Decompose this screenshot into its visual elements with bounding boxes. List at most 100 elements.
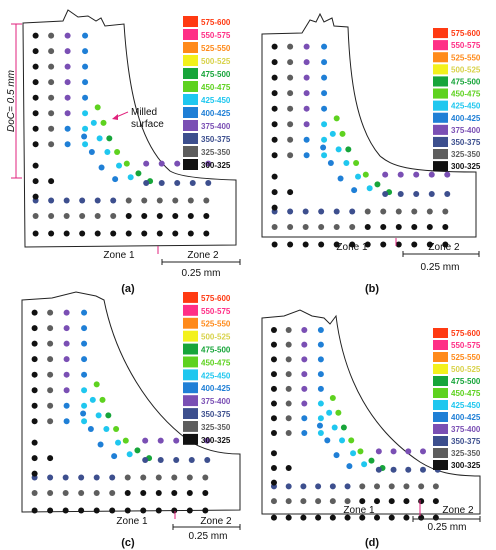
hardness-point	[202, 507, 209, 514]
hardness-point	[82, 110, 89, 117]
hardness-point	[141, 230, 148, 237]
hardness-point	[156, 197, 163, 204]
hardness-point	[351, 187, 358, 194]
hardness-point	[317, 430, 324, 436]
legend-swatch	[183, 68, 198, 79]
hardness-point	[270, 464, 277, 471]
legend-label: 550-575	[201, 307, 231, 316]
hardness-point	[112, 176, 119, 183]
hardness-point	[31, 402, 38, 409]
legend-swatch	[433, 460, 448, 470]
hardness-point	[31, 439, 38, 446]
legend-label: 400-425	[451, 114, 481, 123]
hardness-point	[135, 170, 142, 177]
hardness-point	[375, 466, 382, 473]
hardness-point	[64, 63, 71, 70]
hardness-point	[357, 448, 364, 455]
hardness-point	[63, 197, 70, 204]
scale-label: 0.25 mm	[421, 262, 460, 273]
hardness-point	[94, 230, 101, 237]
hardness-point	[270, 371, 277, 378]
hardness-point	[374, 181, 381, 188]
hardness-point	[48, 213, 55, 220]
legend: 575-600 550-575 525-550 500-525 475-500 450-4…	[183, 292, 231, 445]
hardness-point	[301, 371, 308, 378]
hardness-point	[344, 514, 351, 521]
hardness-point	[82, 32, 89, 39]
hardness-point	[93, 490, 100, 497]
microhardness-points	[270, 326, 441, 521]
hardness-point	[287, 121, 294, 128]
hardness-point	[420, 466, 426, 473]
hardness-point	[285, 498, 292, 505]
hardness-point	[442, 224, 449, 231]
hardness-point	[48, 94, 55, 101]
hardness-point	[442, 241, 449, 248]
hardness-point	[388, 514, 395, 521]
hardness-point	[124, 490, 131, 497]
hardness-point	[32, 162, 39, 169]
hardness-point	[339, 437, 346, 444]
hardness-point	[64, 141, 71, 148]
hardness-point	[270, 326, 277, 333]
hardness-point	[93, 507, 100, 514]
microhardness-points	[31, 309, 211, 514]
hardness-point	[317, 385, 324, 392]
hardness-point	[271, 241, 278, 248]
legend-swatch	[183, 382, 198, 394]
doc-label: DoC= 0.5 mm	[6, 70, 17, 132]
hardness-point	[301, 385, 308, 392]
hardness-point	[333, 208, 340, 215]
legend-swatch	[183, 330, 198, 342]
hardness-point	[339, 130, 346, 137]
hardness-point	[172, 197, 179, 204]
legend-label: 450-475	[451, 90, 481, 99]
hardness-point	[64, 79, 71, 86]
hardness-point	[88, 149, 95, 156]
hardness-point	[335, 409, 342, 416]
hardness-point	[303, 105, 310, 112]
hardness-point	[96, 135, 103, 142]
legend-label: 450-475	[451, 389, 481, 398]
hardness-point	[140, 507, 147, 514]
hardness-point	[413, 191, 420, 198]
hardness-point	[390, 466, 397, 473]
hardness-point	[270, 385, 277, 392]
hardness-point	[340, 424, 347, 431]
hardness-point	[125, 197, 132, 204]
hardness-point	[388, 498, 395, 505]
hardness-point	[432, 514, 439, 521]
hardness-point	[364, 208, 371, 215]
hardness-point	[418, 514, 425, 521]
hardness-point	[426, 241, 433, 248]
hardness-point	[64, 48, 71, 55]
hardness-point	[123, 160, 130, 167]
hardness-point	[432, 483, 439, 490]
legend-swatch	[433, 424, 448, 434]
hardness-point	[62, 474, 69, 481]
microhardness-points	[271, 43, 451, 248]
hardness-point	[47, 356, 54, 363]
hardness-point	[189, 180, 196, 187]
hardness-point	[116, 162, 123, 169]
hardness-point	[31, 309, 38, 316]
hardness-point	[124, 507, 131, 514]
hardness-point	[31, 371, 38, 378]
hardness-point	[285, 430, 292, 436]
hardness-point	[97, 441, 104, 448]
hardness-point	[48, 32, 55, 39]
hardness-point	[321, 121, 328, 128]
hardness-point	[331, 424, 338, 431]
legend-swatch	[183, 159, 198, 170]
legend-label: 425-450	[201, 96, 231, 105]
legend-label: 525-550	[201, 320, 231, 329]
panel-a: DoC= 0.5 mm Milled surface Zone 1 Zone 2…	[6, 9, 241, 295]
hardness-point	[143, 180, 150, 187]
hardness-point	[287, 136, 294, 143]
zone1-label: Zone 1	[103, 250, 135, 261]
hardness-point	[287, 43, 294, 50]
hardness-point	[78, 474, 85, 481]
hardness-point	[302, 208, 309, 215]
hardness-point	[397, 191, 404, 198]
hardness-point	[110, 230, 117, 237]
